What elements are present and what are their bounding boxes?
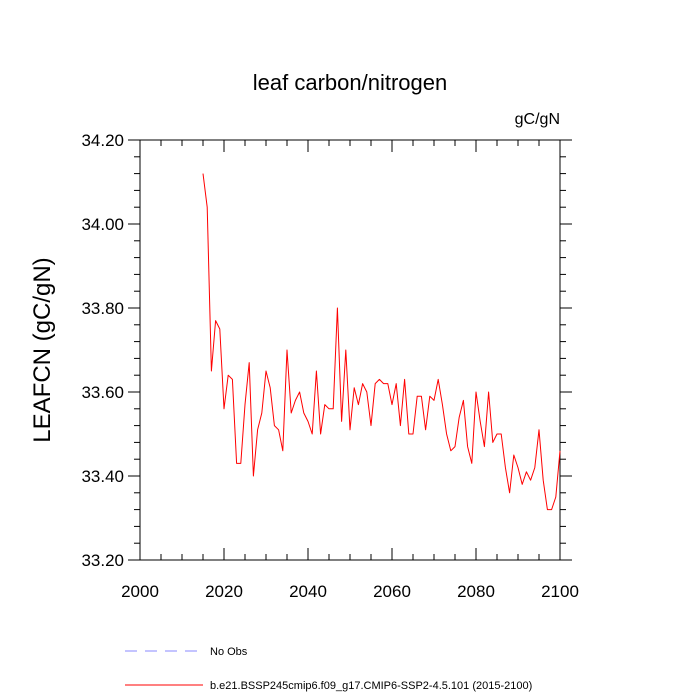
x-tick-label: 2060	[373, 582, 411, 601]
axis-tick-labels: 2000 2020 2040 2060 2080 2100 33.20 33.40 33.60 3…	[81, 131, 578, 601]
units-label: gC/gN	[515, 111, 560, 128]
plot-frame	[139, 139, 561, 561]
chart-title: leaf carbon/nitrogen	[253, 70, 447, 95]
y-axis-label: LEAFCN (gC/gN)	[29, 257, 56, 442]
legend: No Obs b.e21.BSSP245cmip6.f09_g17.CMIP6-S…	[125, 646, 532, 692]
legend-label: b.e21.BSSP245cmip6.f09_g17.CMIP6-SSP2-4.…	[210, 680, 532, 692]
data-series	[202, 173, 561, 511]
y-tick-label: 33.60	[81, 383, 124, 402]
y-tick-label: 34.20	[81, 131, 124, 150]
y-tick-label: 34.00	[81, 215, 124, 234]
y-tick-label: 33.80	[81, 299, 124, 318]
series-line	[202, 173, 561, 511]
x-tick-label: 2000	[121, 582, 159, 601]
y-tick-label: 33.40	[81, 467, 124, 486]
y-tick-label: 33.20	[81, 551, 124, 570]
legend-label: No Obs	[210, 646, 248, 658]
x-tick-label: 2080	[457, 582, 495, 601]
x-tick-label: 2100	[541, 582, 579, 601]
x-tick-label: 2020	[205, 582, 243, 601]
axis-ticks	[128, 139, 572, 561]
x-tick-label: 2040	[289, 582, 327, 601]
